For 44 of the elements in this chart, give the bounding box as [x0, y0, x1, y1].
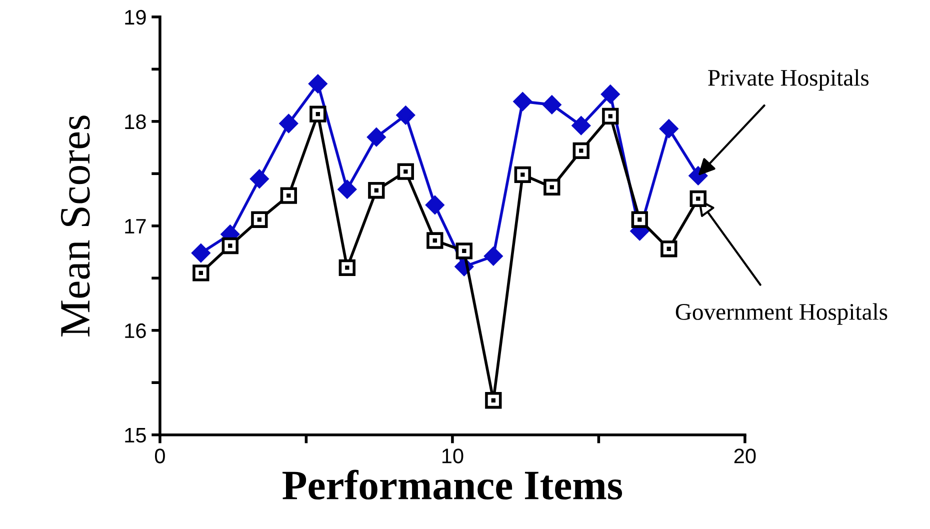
y-tick-label: 16 [125, 323, 146, 338]
point [396, 106, 415, 124]
point [631, 211, 648, 228]
x-tick-label: 10 [442, 448, 464, 464]
point [542, 95, 562, 114]
y-tick-label: 15 [125, 428, 146, 443]
point [426, 232, 444, 249]
point [513, 92, 532, 111]
point [192, 244, 210, 262]
point [426, 196, 444, 214]
point [251, 211, 268, 228]
y-tick-label: 18 [125, 114, 146, 130]
x-tick-label: 20 [734, 448, 756, 464]
point [192, 264, 210, 282]
y-tick-label: 19 [125, 10, 146, 25]
point [367, 128, 386, 146]
point [544, 178, 560, 196]
point [660, 240, 678, 258]
point [690, 190, 706, 208]
point [514, 166, 531, 184]
point [660, 119, 678, 138]
point [338, 259, 356, 276]
annotation: Private Hospitals [708, 69, 869, 91]
point [484, 246, 503, 266]
annotation: Government Hospitals [676, 303, 888, 325]
point [310, 106, 326, 122]
y-axis-title: Mean Scores [60, 116, 90, 336]
point [250, 170, 269, 188]
point [308, 74, 328, 94]
point [572, 142, 590, 159]
y-tick-label: 17 [125, 219, 146, 234]
point [280, 187, 297, 204]
x-tick-label: 0 [154, 448, 165, 464]
point [602, 108, 619, 125]
point [485, 392, 502, 409]
point [338, 180, 356, 199]
point [368, 182, 385, 199]
x-axis-title: Performance Items [282, 470, 622, 500]
point [456, 242, 472, 260]
point [397, 163, 414, 180]
point [222, 237, 238, 254]
point [572, 116, 590, 135]
point [601, 84, 620, 104]
point [279, 114, 298, 133]
